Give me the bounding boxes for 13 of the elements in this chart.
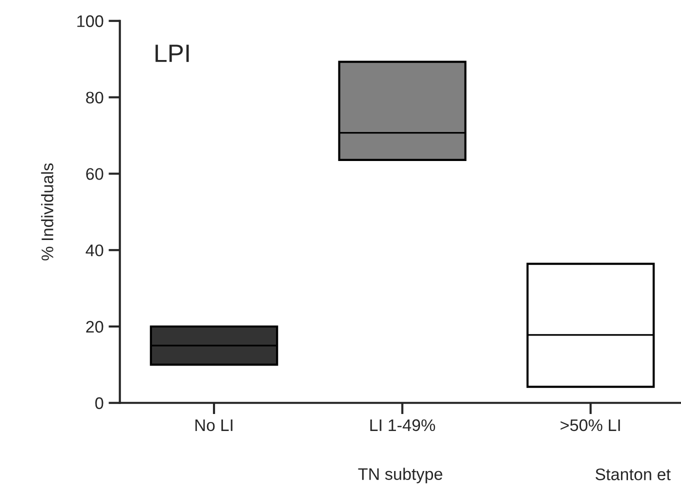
x-tick-label: LI 1-49% — [370, 419, 436, 432]
y-tick-label: 80 — [86, 92, 104, 104]
x-tick-label: >50% LI — [560, 419, 620, 432]
y-tick-label: 40 — [86, 244, 104, 256]
y-tick-label: 20 — [86, 320, 104, 333]
text: Stanton et — [596, 468, 671, 480]
text: LPI — [156, 44, 189, 62]
x-tick-label: No LI — [195, 419, 232, 432]
y-tick-label: 60 — [86, 168, 104, 180]
x-axis-title: TN subtype — [358, 468, 442, 484]
y-axis-title: % Individuals — [41, 163, 54, 260]
y-tick-label: 0 — [95, 397, 104, 410]
y-tick-label: 100 — [77, 15, 104, 28]
